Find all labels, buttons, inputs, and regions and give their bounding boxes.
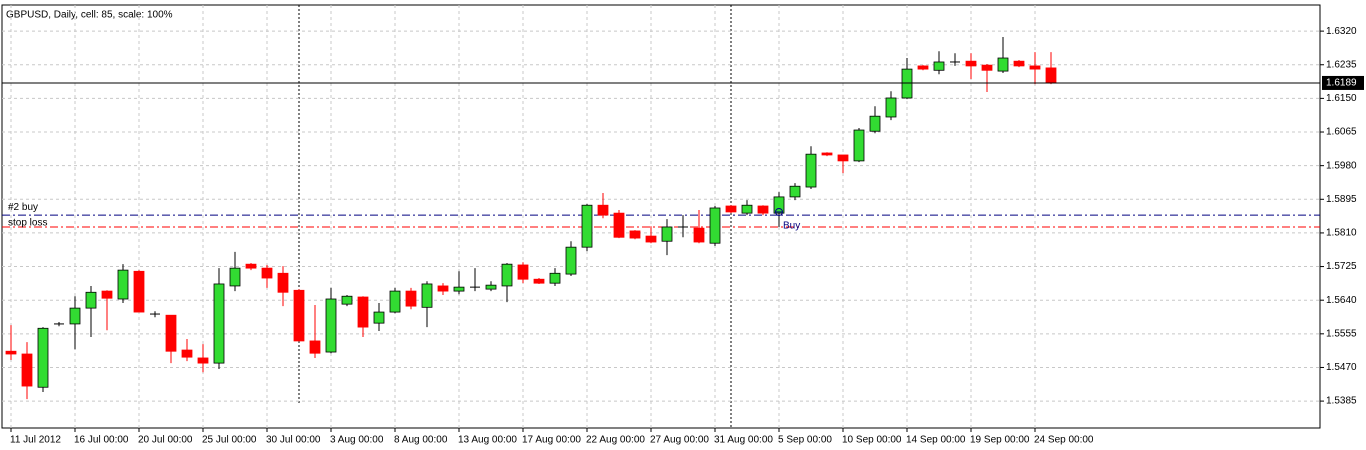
candle-body xyxy=(661,226,673,242)
candle-body xyxy=(1013,60,1025,67)
candle-body xyxy=(325,298,337,353)
candle-body xyxy=(933,61,945,71)
candle-body xyxy=(1045,67,1057,84)
candle-body xyxy=(549,272,561,284)
candle-body xyxy=(213,283,225,364)
level-label: #2 buy xyxy=(8,202,38,213)
x-tick-label: 22 Aug 00:00 xyxy=(586,435,645,446)
y-tick-label: 1.5810 xyxy=(1326,228,1357,239)
candle-body xyxy=(501,263,513,287)
candle-body xyxy=(901,68,913,99)
x-tick-label: 3 Aug 00:00 xyxy=(330,435,384,446)
candle-body xyxy=(101,290,113,299)
y-tick-label: 1.6235 xyxy=(1326,59,1357,70)
candle-body xyxy=(885,97,897,118)
candle-body xyxy=(533,278,545,284)
x-tick-label: 25 Jul 00:00 xyxy=(202,435,257,446)
candle-body xyxy=(565,246,577,275)
candle-body xyxy=(341,295,353,305)
candle-body xyxy=(69,307,81,325)
candle-body xyxy=(309,340,321,354)
candle-body xyxy=(837,154,849,162)
candle-body xyxy=(293,289,305,342)
candle-body xyxy=(693,227,705,243)
candle-body xyxy=(1029,65,1041,70)
candle-body xyxy=(613,212,625,238)
candle-body xyxy=(805,153,817,188)
y-tick-label: 1.5385 xyxy=(1326,396,1357,407)
candle-body xyxy=(421,283,433,308)
candle-body xyxy=(117,269,129,300)
candle-body xyxy=(85,291,97,309)
candle-body xyxy=(37,327,49,388)
candle-body xyxy=(789,185,801,198)
candle-body xyxy=(581,204,593,248)
candle-body xyxy=(597,204,609,216)
candle-body xyxy=(389,290,401,313)
candle-body xyxy=(277,272,289,293)
y-tick-label: 1.6320 xyxy=(1326,26,1357,37)
x-tick-label: 8 Aug 00:00 xyxy=(394,435,448,446)
candle-body xyxy=(629,230,641,239)
candle-body xyxy=(997,57,1009,72)
candle-body xyxy=(437,285,449,292)
y-tick-label: 1.5725 xyxy=(1326,261,1357,272)
candle-body xyxy=(165,314,177,352)
x-tick-label: 20 Jul 00:00 xyxy=(138,435,193,446)
x-tick-label: 24 Sep 00:00 xyxy=(1034,435,1094,446)
candle-body xyxy=(261,267,273,279)
x-tick-label: 14 Sep 00:00 xyxy=(906,435,966,446)
candle-body xyxy=(181,349,193,358)
level-label: stop loss xyxy=(8,218,47,229)
candle-body xyxy=(741,204,753,214)
candle-body xyxy=(373,311,385,324)
candle-body xyxy=(757,205,769,214)
current-price-label: 1.6189 xyxy=(1326,78,1357,89)
candle-body xyxy=(709,207,721,244)
trade-label: Buy xyxy=(783,221,800,232)
candle-body xyxy=(21,353,33,387)
x-tick-label: 30 Jul 00:00 xyxy=(266,435,321,446)
y-tick-label: 1.5470 xyxy=(1326,362,1357,373)
candle-body xyxy=(853,129,865,162)
candle-body xyxy=(517,264,529,280)
candle-body xyxy=(133,270,145,313)
x-tick-label: 17 Aug 00:00 xyxy=(522,435,581,446)
x-tick-label: 19 Sep 00:00 xyxy=(970,435,1030,446)
candle-body xyxy=(965,60,977,67)
x-tick-label: 13 Aug 00:00 xyxy=(458,435,517,446)
candle-body xyxy=(917,65,929,70)
candle-body xyxy=(5,350,17,355)
x-tick-label: 27 Aug 00:00 xyxy=(650,435,709,446)
current-price-box xyxy=(1322,75,1364,90)
chart-title: GBPUSD, Daily, cell: 85, scale: 100% xyxy=(6,10,173,21)
candle-body xyxy=(725,205,737,213)
candle-body xyxy=(453,286,465,292)
x-tick-label: 16 Jul 00:00 xyxy=(74,435,129,446)
candle-body xyxy=(229,267,241,287)
candle-body xyxy=(357,296,369,328)
x-tick-label: 10 Sep 00:00 xyxy=(842,435,902,446)
y-tick-label: 1.5640 xyxy=(1326,295,1357,306)
plot-frame xyxy=(1,4,1321,429)
y-tick-label: 1.5555 xyxy=(1326,328,1357,339)
x-tick-label: 5 Sep 00:00 xyxy=(778,435,832,446)
candle-body xyxy=(405,290,417,307)
y-tick-label: 1.5895 xyxy=(1326,194,1357,205)
x-tick-label: 31 Aug 00:00 xyxy=(714,435,773,446)
candle-body xyxy=(981,64,993,71)
candle-body xyxy=(197,357,209,364)
candle-body xyxy=(773,196,785,214)
x-tick-label: 11 Jul 2012 xyxy=(10,435,61,446)
candle-body xyxy=(821,152,833,156)
y-tick-label: 1.5980 xyxy=(1326,160,1357,171)
candle-body xyxy=(485,284,497,290)
candle-body xyxy=(245,263,257,269)
y-tick-label: 1.6065 xyxy=(1326,127,1357,138)
candle-body xyxy=(645,235,657,243)
y-tick-label: 1.6150 xyxy=(1326,93,1357,104)
candle-body xyxy=(869,115,881,132)
